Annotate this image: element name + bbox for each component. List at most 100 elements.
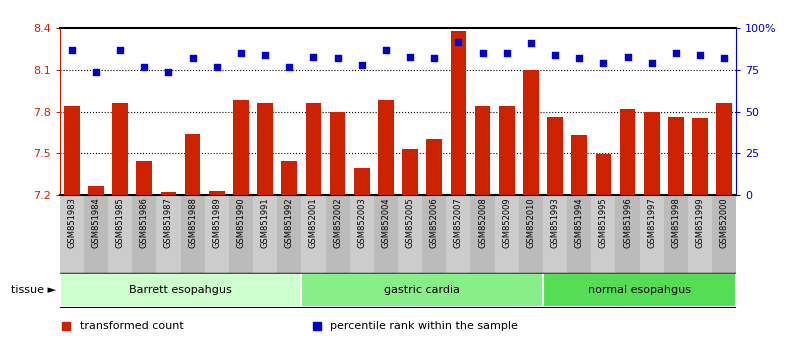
Bar bbox=[640, 195, 664, 273]
Point bbox=[476, 51, 489, 56]
Text: GSM852007: GSM852007 bbox=[454, 197, 463, 248]
Bar bbox=[668, 117, 684, 354]
Point bbox=[186, 56, 199, 61]
Bar bbox=[716, 103, 732, 354]
Text: GSM851990: GSM851990 bbox=[236, 197, 245, 248]
Bar bbox=[302, 195, 326, 273]
Text: transformed count: transformed count bbox=[80, 321, 184, 331]
Point bbox=[404, 54, 416, 59]
Bar bbox=[302, 273, 543, 307]
Text: GSM851992: GSM851992 bbox=[285, 197, 294, 248]
Text: GSM852003: GSM852003 bbox=[357, 197, 366, 248]
Bar bbox=[451, 31, 466, 354]
Bar bbox=[523, 70, 539, 354]
Bar bbox=[474, 106, 490, 354]
Text: GSM852001: GSM852001 bbox=[309, 197, 318, 248]
Bar bbox=[161, 192, 176, 354]
Bar bbox=[349, 195, 374, 273]
Text: tissue ►: tissue ► bbox=[10, 285, 56, 295]
Text: GSM851983: GSM851983 bbox=[68, 197, 76, 248]
Bar bbox=[447, 195, 470, 273]
Point bbox=[548, 52, 561, 58]
Text: GSM851997: GSM851997 bbox=[647, 197, 656, 248]
Bar bbox=[664, 195, 688, 273]
Bar bbox=[112, 103, 128, 354]
Bar bbox=[209, 190, 224, 354]
Point bbox=[283, 64, 295, 69]
Bar bbox=[595, 154, 611, 354]
Bar bbox=[378, 101, 394, 354]
Point bbox=[525, 40, 537, 46]
Text: GSM852009: GSM852009 bbox=[502, 197, 511, 248]
Bar bbox=[543, 195, 567, 273]
Text: GSM851988: GSM851988 bbox=[188, 197, 197, 248]
Bar bbox=[688, 195, 712, 273]
Point bbox=[621, 54, 634, 59]
Bar bbox=[282, 161, 297, 354]
Text: normal esopahgus: normal esopahgus bbox=[588, 285, 691, 295]
Bar bbox=[499, 106, 514, 354]
Bar bbox=[253, 195, 277, 273]
Text: GSM851993: GSM851993 bbox=[551, 197, 560, 248]
Bar bbox=[60, 273, 302, 307]
Point bbox=[331, 56, 344, 61]
Point bbox=[646, 61, 658, 66]
Point bbox=[210, 64, 223, 69]
Point bbox=[138, 64, 150, 69]
Bar bbox=[712, 195, 736, 273]
Point bbox=[65, 47, 78, 53]
Bar bbox=[326, 195, 349, 273]
Text: GSM851989: GSM851989 bbox=[213, 197, 221, 248]
Point bbox=[428, 56, 441, 61]
Text: GSM852000: GSM852000 bbox=[720, 197, 728, 248]
Point bbox=[90, 69, 103, 74]
Bar bbox=[519, 195, 543, 273]
Point bbox=[597, 61, 610, 66]
Bar bbox=[374, 195, 398, 273]
Bar bbox=[306, 103, 322, 354]
Bar bbox=[591, 195, 615, 273]
Point bbox=[235, 51, 248, 56]
Text: GSM851995: GSM851995 bbox=[599, 197, 608, 248]
Text: GSM852002: GSM852002 bbox=[333, 197, 342, 248]
Text: GSM851999: GSM851999 bbox=[696, 197, 704, 248]
Point bbox=[380, 47, 392, 53]
Bar bbox=[229, 195, 253, 273]
Bar bbox=[60, 195, 84, 273]
Bar bbox=[615, 195, 640, 273]
Text: GSM852004: GSM852004 bbox=[381, 197, 390, 248]
Bar bbox=[402, 149, 418, 354]
Bar bbox=[136, 161, 152, 354]
Point bbox=[573, 56, 586, 61]
Bar bbox=[84, 195, 108, 273]
Bar bbox=[64, 106, 80, 354]
Point bbox=[307, 54, 320, 59]
Bar bbox=[620, 109, 635, 354]
Bar bbox=[257, 103, 273, 354]
Bar bbox=[88, 186, 103, 354]
Point bbox=[355, 62, 368, 68]
Bar bbox=[132, 195, 156, 273]
Text: GSM851994: GSM851994 bbox=[575, 197, 583, 248]
Text: GSM851985: GSM851985 bbox=[115, 197, 125, 248]
Text: GSM852006: GSM852006 bbox=[430, 197, 439, 248]
Bar bbox=[422, 195, 447, 273]
Text: GSM852008: GSM852008 bbox=[478, 197, 487, 248]
Bar bbox=[277, 195, 302, 273]
Bar bbox=[567, 195, 591, 273]
Bar bbox=[354, 169, 369, 354]
Text: gastric cardia: gastric cardia bbox=[384, 285, 460, 295]
Point bbox=[162, 69, 175, 74]
Bar bbox=[494, 195, 519, 273]
Text: GSM851986: GSM851986 bbox=[140, 197, 149, 248]
Text: GSM851984: GSM851984 bbox=[92, 197, 100, 248]
Text: GSM852010: GSM852010 bbox=[526, 197, 536, 248]
Bar bbox=[181, 195, 205, 273]
Bar bbox=[185, 134, 201, 354]
Bar bbox=[543, 273, 736, 307]
Bar bbox=[470, 195, 494, 273]
Text: GSM851987: GSM851987 bbox=[164, 197, 173, 248]
Text: GSM851991: GSM851991 bbox=[260, 197, 270, 248]
Text: GSM852005: GSM852005 bbox=[406, 197, 415, 248]
Point bbox=[259, 52, 271, 58]
